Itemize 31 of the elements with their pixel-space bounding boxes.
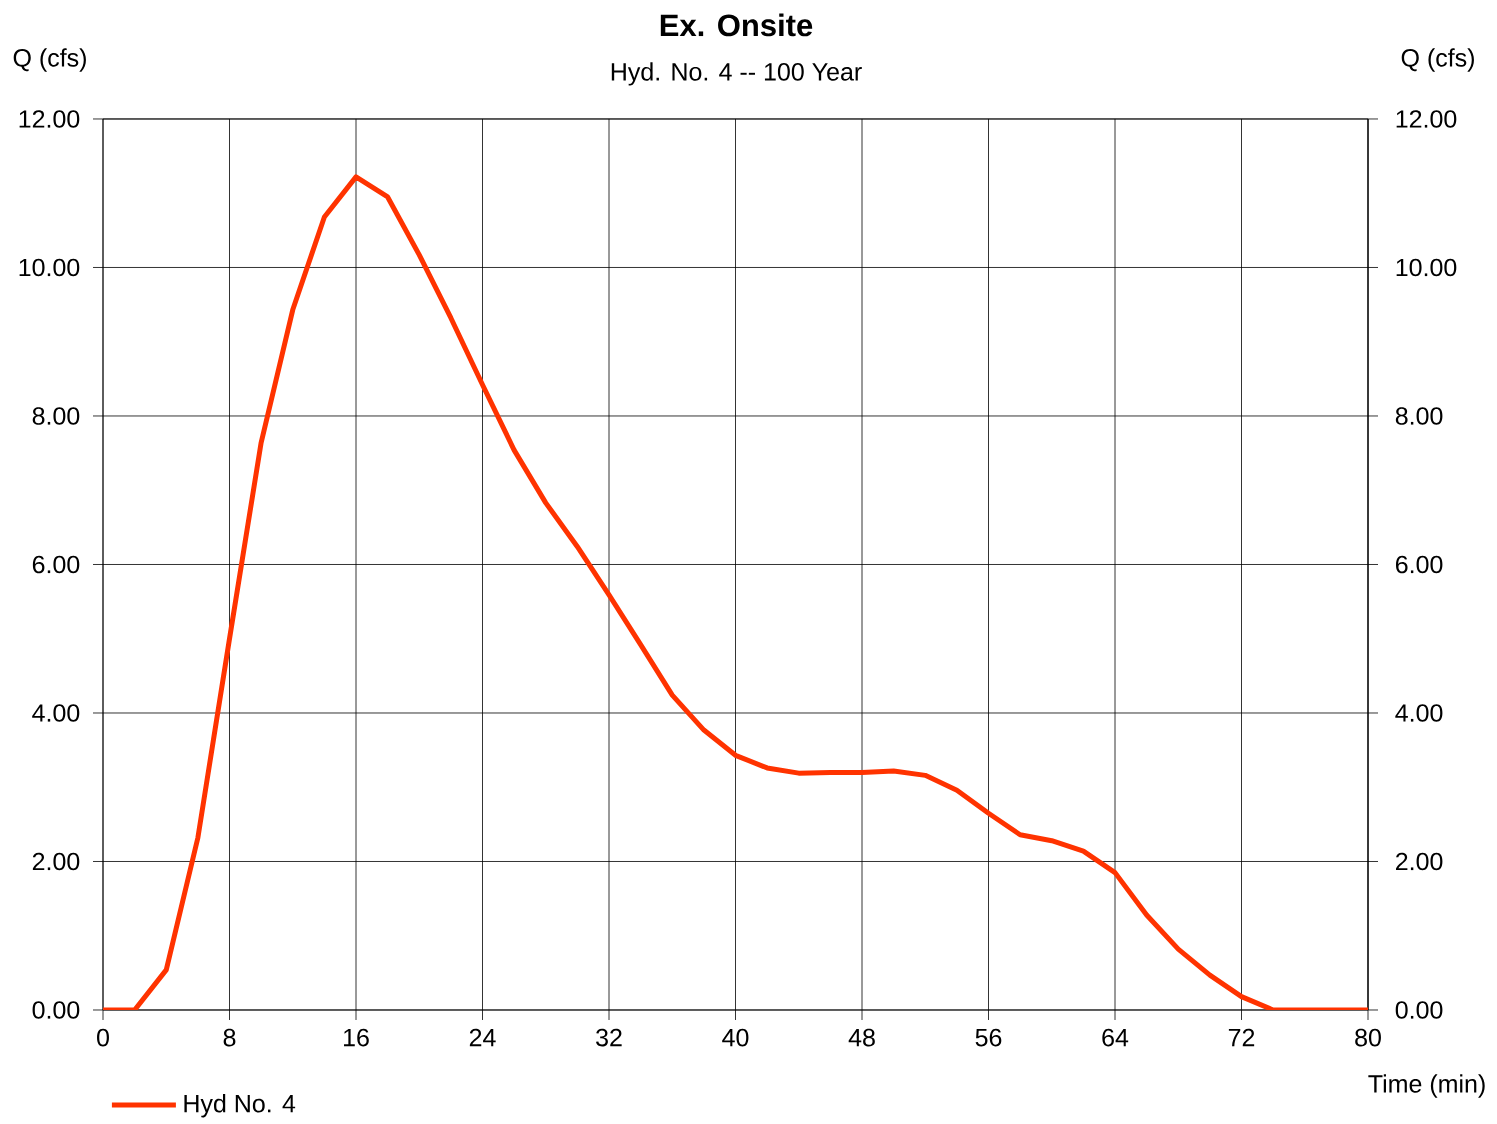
x-tick-label: 0 bbox=[97, 1028, 109, 1047]
x-tick-label: 32 bbox=[596, 1028, 622, 1047]
x-tick-label: 64 bbox=[1102, 1028, 1129, 1047]
x-tick-label: 16 bbox=[344, 1028, 369, 1047]
x-tick-label: 24 bbox=[469, 1028, 496, 1047]
x-tick-label: 80 bbox=[1355, 1028, 1381, 1047]
x-tick-label: 40 bbox=[722, 1028, 749, 1047]
legend-label: Hyd No. 4 bbox=[184, 1094, 296, 1118]
y-tick-label: 8.00 bbox=[32, 407, 80, 425]
chart-subtitle: Hyd. No. 4 -- 100 Year bbox=[611, 62, 862, 86]
y2-tick-label: 10.00 bbox=[1396, 258, 1457, 277]
chart-title: Ex. Onsite bbox=[660, 13, 813, 37]
y2-tick-label: 8.00 bbox=[1395, 407, 1443, 425]
y2-tick-label: 4.00 bbox=[1395, 704, 1443, 722]
x-tick-label: 56 bbox=[975, 1028, 1002, 1047]
y2-tick-label: 12.00 bbox=[1396, 110, 1457, 128]
y2-tick-label: 0.00 bbox=[1395, 1001, 1443, 1019]
y-tick-label: 2.00 bbox=[32, 852, 80, 871]
y-axis-title: Q (cfs) bbox=[13, 48, 86, 72]
y-tick-label: 10.00 bbox=[19, 258, 80, 277]
x-tick-label: 72 bbox=[1228, 1028, 1255, 1047]
y-tick-label: 0.00 bbox=[32, 1001, 80, 1019]
y2-tick-label: 2.00 bbox=[1396, 852, 1443, 871]
y2-axis-title: Q (cfs) bbox=[1401, 48, 1474, 72]
x-axis-title: Time (min) bbox=[1368, 1074, 1485, 1098]
x-tick-label: 48 bbox=[848, 1028, 875, 1047]
y-tick-label: 12.00 bbox=[19, 110, 80, 128]
x-tick-label: 8 bbox=[223, 1028, 236, 1047]
y-tick-label: 6.00 bbox=[32, 555, 80, 574]
y-tick-label: 4.00 bbox=[32, 704, 80, 722]
y2-tick-label: 6.00 bbox=[1396, 555, 1443, 574]
